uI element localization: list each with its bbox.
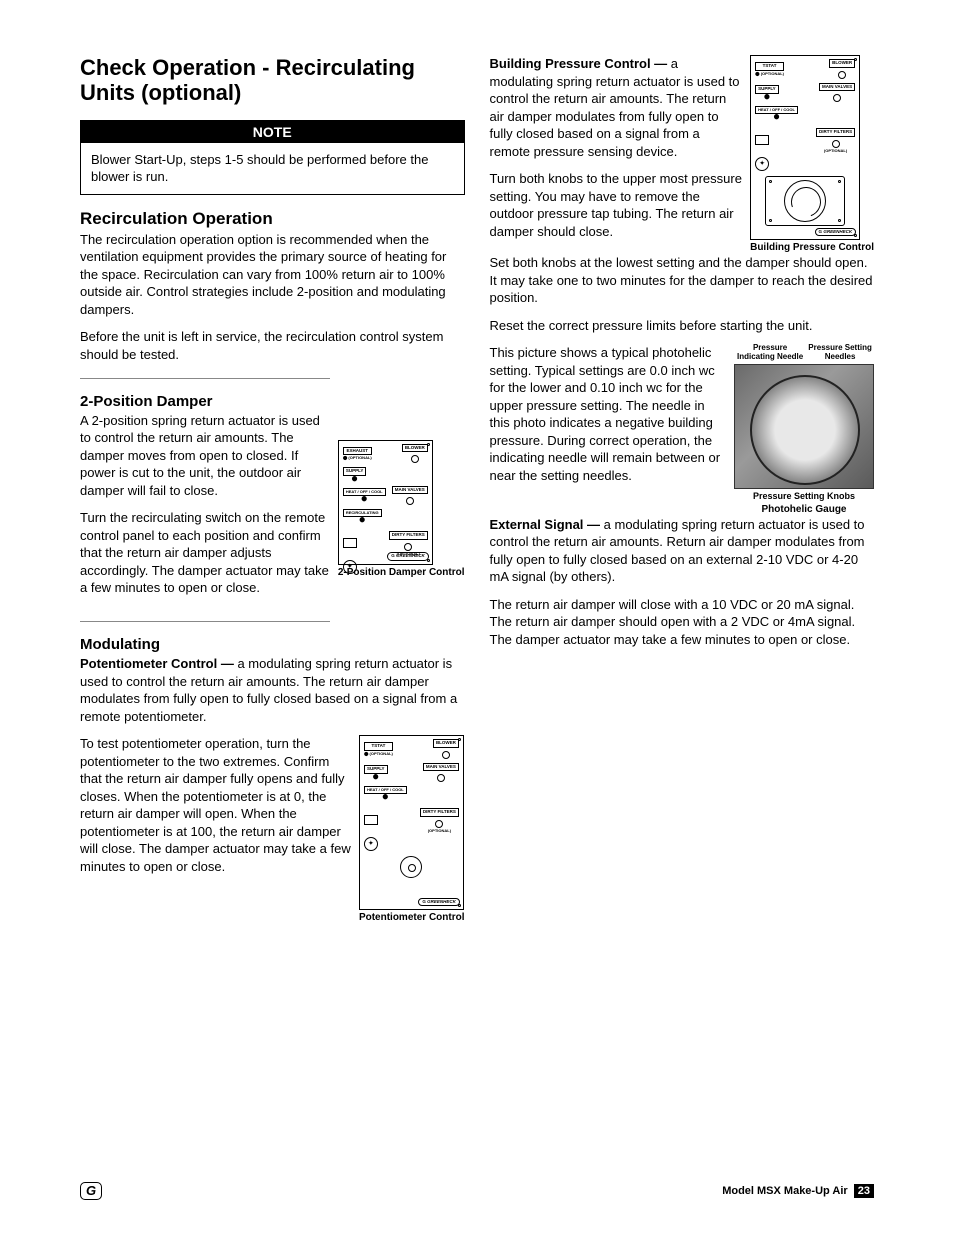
pot-caption: Potentiometer Control [359,912,465,924]
brand-label: G GREENHECK [815,228,857,237]
panel-label: HEAT / OFF / COOL [755,106,798,114]
bpc-p3: Set both knobs at the lowest setting and… [490,254,875,307]
panel-label: HEAT / OFF / COOL [343,488,386,496]
control-panel-2pos: EXHAUST ⬤ (OPTIONAL) BLOWER SUPPLY ⬤ [338,440,433,565]
note-box: NOTE Blower Start-Up, steps 1-5 should b… [80,120,465,195]
panel-label: (OPTIONAL) [428,829,451,833]
panel-label: (OPTIONAL) [824,149,847,153]
panel-label: EXHAUST [343,447,372,456]
panel-label: DIRTY FILTERS [389,531,428,540]
mod-p1: Potentiometer Control — a modulating spr… [80,655,465,725]
recirc-p2: Before the unit is left in service, the … [80,328,465,363]
note-header: NOTE [81,121,464,143]
ext-p2: The return air damper will close with a … [490,596,875,649]
note-body: Blower Start-Up, steps 1-5 should be per… [81,143,464,194]
photo-figure: Pressure Indicating Needle Pressure Sett… [734,344,874,515]
clock-icon: ✦ [364,837,378,851]
page-title: Check Operation - Recirculating Units (o… [80,55,465,106]
pot-figure: TSTAT ⬤ (OPTIONAL) BLOWER SUPPLY ⬤ [359,735,465,924]
photo-caption: Photohelic Gauge [734,504,874,516]
panel-label: BLOWER [433,739,459,748]
brand-label: G GREENHECK [387,552,429,561]
ext-p1: External Signal — a modulating spring re… [490,516,875,586]
potentiometer-dial [400,856,422,878]
mod-heading: Modulating [80,636,465,653]
photohelic-photo [734,364,874,489]
panel-label: DIRTY FILTERS [420,808,459,817]
control-panel-pot: TSTAT ⬤ (OPTIONAL) BLOWER SUPPLY ⬤ [359,735,464,910]
photo-sub: Pressure Setting Knobs [734,492,874,502]
panel-label: TSTAT [755,62,784,71]
page-footer: G Model MSX Make-Up Air 23 [80,1182,874,1200]
panel-label: MAIN VALVES [423,763,459,772]
panel-label: (OPTIONAL) [370,751,393,756]
photo-label-1: Pressure Indicating Needle [734,344,806,362]
bpc-caption: Building Pressure Control [750,242,874,254]
recirc-p1: The recirculation operation option is re… [80,231,465,319]
panel-label: MAIN VALVES [819,83,855,92]
bpc-p4: Reset the correct pressure limits before… [490,317,875,335]
recirc-heading: Recirculation Operation [80,209,465,229]
clock-icon: ✦ [755,157,769,171]
bpc-figure: TSTAT ⬤ (OPTIONAL) BLOWER SUPPLY ⬤ [750,55,874,254]
brand-label: G GREENHECK [418,898,460,907]
footer-text: Model MSX Make-Up Air 23 [722,1185,874,1197]
panel-label: (OPTIONAL) [761,71,784,76]
panel-label: SUPPLY [364,765,388,774]
control-panel-bpc: TSTAT ⬤ (OPTIONAL) BLOWER SUPPLY ⬤ [750,55,860,240]
footer-logo: G [80,1182,102,1200]
panel-label: SUPPLY [755,85,779,94]
panel-label: (OPTIONAL) [348,455,371,460]
panel-label: DIRTY FILTERS [816,128,855,137]
divider [80,621,330,622]
divider [80,378,330,379]
panel-label: MAIN VALVES [392,486,428,495]
panel-label: BLOWER [829,59,855,68]
panel-label: SUPPLY [343,467,367,476]
photo-label-2: Pressure Setting Needles [806,344,874,362]
twopos-heading: 2-Position Damper [80,393,465,410]
twopos-figure: EXHAUST ⬤ (OPTIONAL) BLOWER SUPPLY ⬤ [338,440,465,579]
clock-icon: ✦ [343,560,357,574]
panel-label: TSTAT [364,742,393,751]
panel-label: HEAT / OFF / COOL [364,786,407,794]
panel-label: RECIRCULATING [343,509,382,517]
gauge-block [765,176,845,226]
page-number: 23 [854,1184,874,1198]
panel-label: BLOWER [402,444,428,453]
